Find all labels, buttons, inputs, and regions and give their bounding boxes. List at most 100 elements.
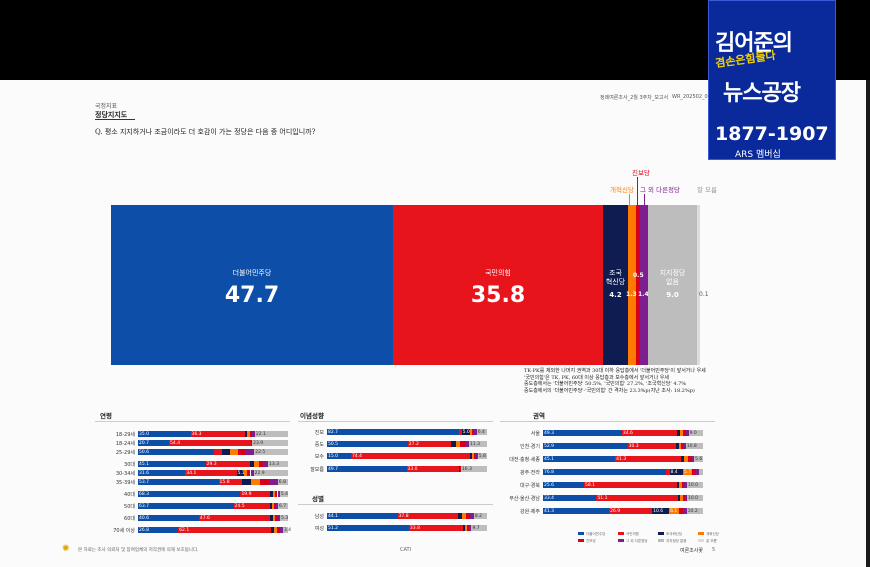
legend-swatch	[658, 532, 664, 535]
bar-jogook-label-1: 조국	[609, 269, 622, 277]
leader-jinbo	[637, 177, 638, 205]
region-segment	[627, 443, 677, 449]
legend-swatch	[618, 539, 624, 542]
age-segment	[138, 449, 214, 455]
region-segment	[676, 482, 680, 488]
age-segment	[263, 461, 269, 467]
bar-other	[640, 205, 648, 365]
ideology-segment-value: 5.8	[478, 453, 486, 459]
region-segment	[543, 469, 666, 475]
ideology-segment	[474, 429, 477, 435]
age-segment	[275, 491, 278, 497]
ideology-segment	[460, 466, 487, 472]
bar-ppp-value: 35.8	[470, 283, 526, 308]
region-segment	[688, 430, 703, 436]
region-segment	[686, 508, 703, 514]
age-row-label: 18-29세	[115, 431, 135, 438]
label-jinbo: 진보당	[632, 169, 650, 177]
legend-label: 국민의힘	[626, 531, 639, 536]
age-segment	[138, 479, 219, 485]
gender-row-label: 여성	[314, 525, 324, 532]
bar-small-value: 0.5	[633, 272, 644, 279]
region-row-label: 부산·울산·경남	[509, 495, 540, 502]
ideology-segment-value: 5.0	[462, 429, 470, 435]
legend-swatch	[698, 532, 704, 535]
age-segment-value: 5.3	[281, 515, 289, 521]
age-segment	[270, 503, 273, 509]
age-segment	[280, 515, 288, 521]
region-segment	[679, 482, 682, 488]
broadcast-logo: 김어준의 겸손은힘들다 뉴스공장 1877-1907 ARS 멤버십	[708, 0, 836, 160]
footer-method: CATI	[400, 547, 412, 553]
leader-reform	[629, 194, 630, 205]
bar-none-value: 9.0	[666, 291, 679, 299]
age-segment	[178, 527, 272, 533]
gender-segment	[408, 525, 463, 531]
bar-reform-value: 1.3	[626, 291, 637, 298]
region-segment	[694, 456, 703, 462]
age-segment-value: 63.7	[139, 503, 150, 509]
age-row-label: 30대	[124, 461, 135, 468]
legend-label: 지지정당 없음	[666, 538, 687, 543]
region-segment	[677, 430, 681, 436]
ideology-segment	[460, 466, 461, 472]
age-segment	[244, 470, 248, 476]
ideology-segment	[459, 466, 460, 472]
age-segment-value: 50.6	[139, 449, 150, 455]
age-segment-value: 15.8	[219, 479, 230, 485]
ideology-segment	[472, 429, 475, 435]
age-segment	[221, 449, 231, 455]
region-segment	[621, 430, 678, 436]
region-segment	[669, 469, 683, 475]
region-segment	[543, 495, 597, 501]
region-segment	[690, 456, 695, 462]
gender-segment	[473, 513, 487, 519]
region-segment	[684, 456, 688, 462]
report-slide: 국정지표 정당지지도 Q. 평소 지지하거나 조금이라도 더 호감이 가는 정당…	[0, 80, 866, 567]
gender-segment	[471, 525, 487, 531]
bar-dem: 더불어민주당 47.7	[111, 205, 393, 365]
age-segment-value: 22.9	[254, 470, 265, 476]
region-segment-value: 5.6	[695, 456, 703, 462]
region-segment	[682, 495, 685, 501]
age-segment	[138, 431, 191, 437]
age-segment	[238, 449, 247, 455]
region-segment	[684, 495, 687, 501]
region-segment	[596, 495, 679, 501]
ideology-segment	[460, 466, 462, 472]
report-name: 정례여론조사_2월 3주차_보고서	[600, 95, 669, 101]
region-segment	[543, 508, 610, 514]
region-segment	[692, 469, 696, 475]
region-segment	[682, 508, 687, 514]
ideology-segment-value: 11.3	[469, 441, 480, 447]
age-row-label: 40대	[124, 491, 135, 498]
legend-label: 잘 모름	[706, 538, 717, 543]
region-segment	[676, 443, 679, 449]
region-segment-value: 6.1	[670, 508, 678, 514]
region-segment	[680, 495, 683, 501]
age-segment-value: 35.0	[139, 431, 150, 437]
gender-segment	[327, 525, 409, 531]
legend-swatch	[578, 532, 584, 535]
note-line: 중도층에서는 '더불어민주당' 50.5%, '국민의힘' 27.2%, '조국…	[524, 381, 687, 387]
age-row-label: 60대	[124, 515, 135, 522]
note-line: 중도층에서의 '더불어민주당'-'국민의힘' 간 격차는 23.3%p(지난 조…	[524, 387, 695, 394]
age-segment	[246, 449, 255, 455]
ideology-segment	[407, 441, 452, 447]
bar-dem-value: 47.7	[224, 283, 280, 308]
region-segment	[678, 508, 683, 514]
age-segment	[250, 470, 254, 476]
label-reform: 개혁신당	[610, 186, 634, 194]
ideology-segment-value: 82.7	[328, 429, 339, 435]
age-row-label: 30-34세	[115, 470, 135, 477]
footer-copyright: 본 자료는 조사 의뢰처 및 참여업체의 저작권에 의해 보호됩니다.	[78, 548, 199, 553]
gender-segment	[397, 513, 459, 519]
region-segment-value: 26.9	[610, 508, 621, 514]
region-segment	[684, 482, 687, 488]
age-segment	[260, 479, 269, 485]
leader-other	[644, 194, 645, 205]
legend-swatch	[698, 539, 704, 542]
age-segment	[138, 491, 241, 497]
legend-swatch	[618, 532, 624, 535]
age-segment-value: 6.8	[278, 479, 286, 485]
